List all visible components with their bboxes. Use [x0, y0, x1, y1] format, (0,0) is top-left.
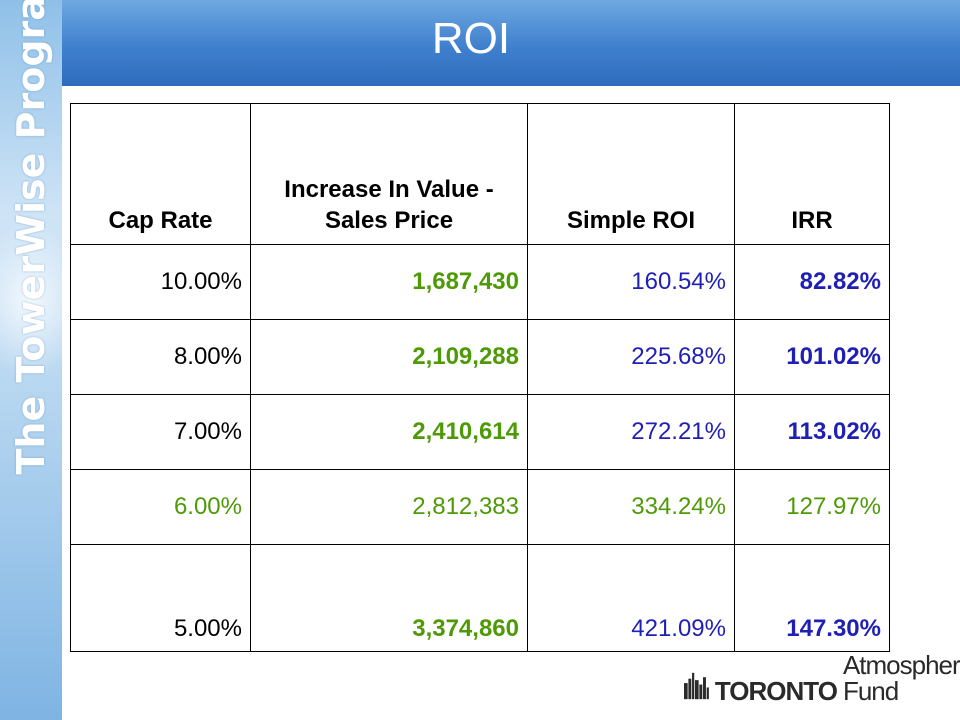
irr-cell: 147.30%	[734, 544, 890, 652]
cap-rate-cell: 8.00%	[70, 319, 251, 395]
simple-roi-cell: 334.24%	[527, 469, 735, 545]
table-row: 5.00% 3,374,860 421.09% 147.30%	[70, 544, 890, 652]
simple-roi-cell: 272.21%	[527, 394, 735, 470]
table-row: 7.00% 2,410,614 272.21% 113.02%	[70, 394, 890, 470]
header-increase-in-value: Increase In Value - Sales Price	[250, 103, 528, 245]
toronto-atmospheric-fund-logo: TORONTO Atmospheric Fund	[684, 652, 960, 706]
header-simple-roi: Simple ROI	[527, 103, 735, 245]
header-cap-rate: Cap Rate	[70, 103, 251, 245]
increase-cell: 2,109,288	[250, 319, 528, 395]
slide-title: ROI	[431, 14, 511, 63]
cap-rate-cell: 7.00%	[70, 394, 251, 470]
irr-cell: 101.02%	[734, 319, 890, 395]
side-banner: The TowerWise Program	[0, 0, 62, 720]
increase-cell: 2,410,614	[250, 394, 528, 470]
title-bar: ROI	[62, 0, 960, 86]
increase-cell: 2,812,383	[250, 469, 528, 545]
simple-roi-cell: 160.54%	[527, 244, 735, 320]
city-skyline-icon	[684, 672, 709, 700]
cap-rate-cell: 5.00%	[70, 544, 251, 652]
simple-roi-cell: 225.68%	[527, 319, 735, 395]
simple-roi-cell: 421.09%	[527, 544, 735, 652]
header-irr: IRR	[734, 103, 890, 245]
cloud-decoration	[0, 220, 62, 380]
program-name: The TowerWise Program	[9, 0, 53, 475]
increase-cell: 3,374,860	[250, 544, 528, 652]
irr-cell: 113.02%	[734, 394, 890, 470]
roi-table: Cap Rate Increase In Value - Sales Price…	[70, 103, 890, 652]
increase-cell: 1,687,430	[250, 244, 528, 320]
irr-cell: 82.82%	[734, 244, 890, 320]
table-row: 6.00% 2,812,383 334.24% 127.97%	[70, 469, 890, 545]
header-row: Cap Rate Increase In Value - Sales Price…	[70, 103, 890, 245]
logo-name: Atmospheric Fund	[842, 650, 960, 706]
cap-rate-cell: 10.00%	[70, 244, 251, 320]
logo-brand: TORONTO	[714, 676, 838, 706]
cap-rate-cell: 6.00%	[70, 469, 251, 545]
irr-cell: 127.97%	[734, 469, 890, 545]
table-row: 8.00% 2,109,288 225.68% 101.02%	[70, 319, 890, 395]
table-row: 10.00% 1,687,430 160.54% 82.82%	[70, 244, 890, 320]
